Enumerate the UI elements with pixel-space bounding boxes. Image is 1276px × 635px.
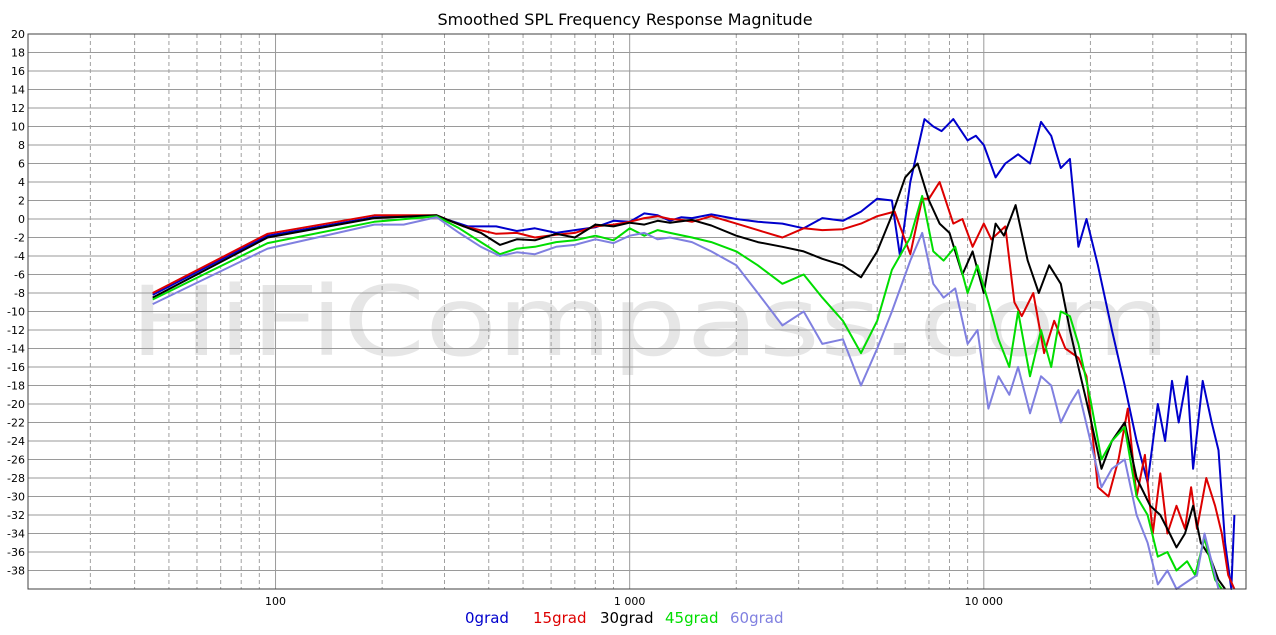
y-tick-label: 4	[18, 176, 25, 189]
legend-entry-45grad: 45grad	[665, 609, 719, 627]
y-tick-label: -6	[14, 269, 25, 282]
y-tick-label: -22	[7, 417, 25, 430]
y-tick-label: -4	[14, 250, 25, 263]
series-line-60grad	[152, 216, 1220, 590]
y-tick-label: 20	[11, 28, 25, 41]
legend-entry-60grad: 60grad	[730, 609, 784, 627]
y-tick-label: -24	[7, 435, 25, 448]
y-tick-label: -34	[7, 528, 25, 541]
y-tick-label: 12	[11, 102, 25, 115]
y-tick-label: -10	[7, 306, 25, 319]
legend-entry-30grad: 30grad	[600, 609, 654, 627]
y-tick-label: -30	[7, 491, 25, 504]
y-tick-label: 18	[11, 47, 25, 60]
y-tick-label: -36	[7, 546, 25, 559]
series-line-45grad	[152, 194, 1223, 590]
y-tick-label: 16	[11, 65, 25, 78]
y-tick-label: -32	[7, 509, 25, 522]
y-tick-label: -12	[7, 324, 25, 337]
grid-lines	[27, 33, 1246, 590]
legend: 0grad 15grad 30grad 45grad 60grad	[465, 609, 784, 627]
y-tick-label: 14	[11, 84, 25, 97]
x-axis-ticks: 100 1 000 10 000	[265, 595, 1003, 608]
y-tick-label: -26	[7, 454, 25, 467]
series-lines	[152, 118, 1236, 590]
y-tick-label: -28	[7, 472, 25, 485]
y-tick-label: 6	[18, 158, 25, 171]
y-tick-label: -18	[7, 380, 25, 393]
y-tick-label: 0	[18, 213, 25, 226]
x-tick-label: 10 000	[965, 595, 1004, 608]
y-tick-label: 10	[11, 121, 25, 134]
series-line-30grad	[152, 162, 1226, 590]
legend-entry-0grad: 0grad	[465, 609, 509, 627]
y-tick-label: 8	[18, 139, 25, 152]
y-tick-label: -16	[7, 361, 25, 374]
x-tick-label: 100	[265, 595, 286, 608]
plot-border	[27, 33, 1247, 590]
y-tick-label: -8	[14, 287, 25, 300]
watermark-logo: HiFiCompass.com	[130, 266, 1170, 378]
y-tick-label: -2	[14, 232, 25, 245]
series-line-0grad	[152, 118, 1236, 590]
legend-entry-15grad: 15grad	[533, 609, 587, 627]
chart-title: Smoothed SPL Frequency Response Magnitud…	[437, 10, 812, 29]
y-tick-label: -14	[7, 343, 25, 356]
y-tick-label: -20	[7, 398, 25, 411]
x-tick-label: 1 000	[614, 595, 646, 608]
y-axis-ticks: 20181614121086420-2-4-6-8-10-12-14-16-18…	[7, 28, 25, 578]
y-tick-label: 2	[18, 195, 25, 208]
y-tick-label: -38	[7, 565, 25, 578]
